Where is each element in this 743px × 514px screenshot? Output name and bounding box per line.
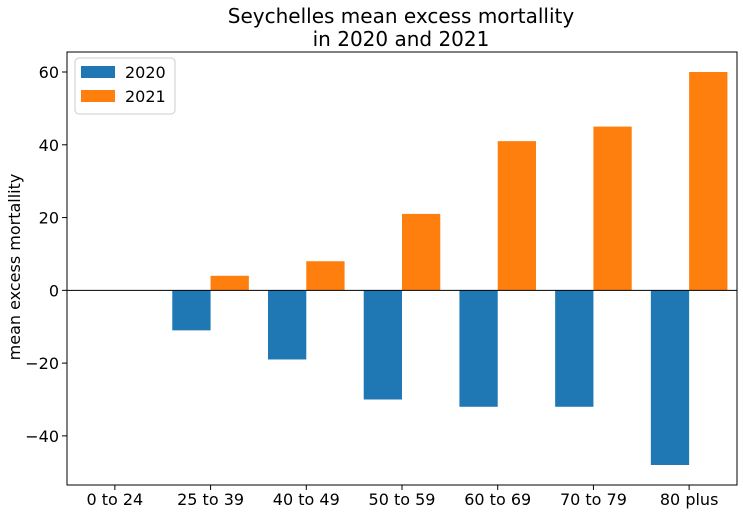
bar-2020-4 (459, 290, 498, 407)
x-tick-label: 40 to 49 (273, 490, 340, 509)
legend: 2020 2021 (74, 57, 176, 115)
bar-2020-2 (268, 290, 307, 360)
y-tick-label: 40 (39, 136, 59, 155)
bar-2020-3 (363, 290, 402, 400)
x-tick-label: 70 to 79 (560, 490, 627, 509)
bar-2021-3 (402, 213, 441, 291)
chart-title-line-2: in 2020 and 2021 (313, 27, 490, 51)
bar-2021-1 (210, 275, 249, 291)
y-axis-label: mean excess mortallity (5, 174, 24, 361)
x-tick-label: 50 to 59 (369, 490, 436, 509)
x-axis-ticks: 0 to 24 25 to 39 40 to 49 50 to 59 60 to 69 7… (86, 485, 718, 509)
y-axis-ticks: −40 −20 0 20 40 60 (25, 63, 67, 446)
legend-swatch-2020 (81, 66, 115, 78)
bar-2021-2 (306, 261, 345, 291)
bar-2020-1 (172, 290, 211, 331)
y-tick-label: 0 (49, 281, 59, 300)
bar-2021-4 (497, 141, 536, 291)
x-tick-label: 80 plus (660, 490, 719, 509)
y-tick-label: 60 (39, 63, 59, 82)
x-tick-label: 0 to 24 (86, 490, 143, 509)
legend-label-2020: 2020 (125, 63, 166, 82)
x-tick-label: 25 to 39 (177, 490, 244, 509)
bars-group (172, 72, 728, 465)
legend-label-2021: 2021 (125, 87, 166, 106)
y-tick-label: −20 (25, 354, 59, 373)
bar-2021-5 (593, 126, 632, 291)
x-tick-label: 60 to 69 (464, 490, 531, 509)
y-tick-label: 20 (39, 209, 59, 228)
y-tick-label: −40 (25, 427, 59, 446)
bar-2020-6 (650, 290, 690, 465)
bar-2020-5 (555, 290, 594, 407)
chart-title-line-1: Seychelles mean excess mortallity (228, 4, 575, 28)
legend-swatch-2021 (81, 90, 115, 102)
bar-2021-6 (689, 72, 728, 291)
